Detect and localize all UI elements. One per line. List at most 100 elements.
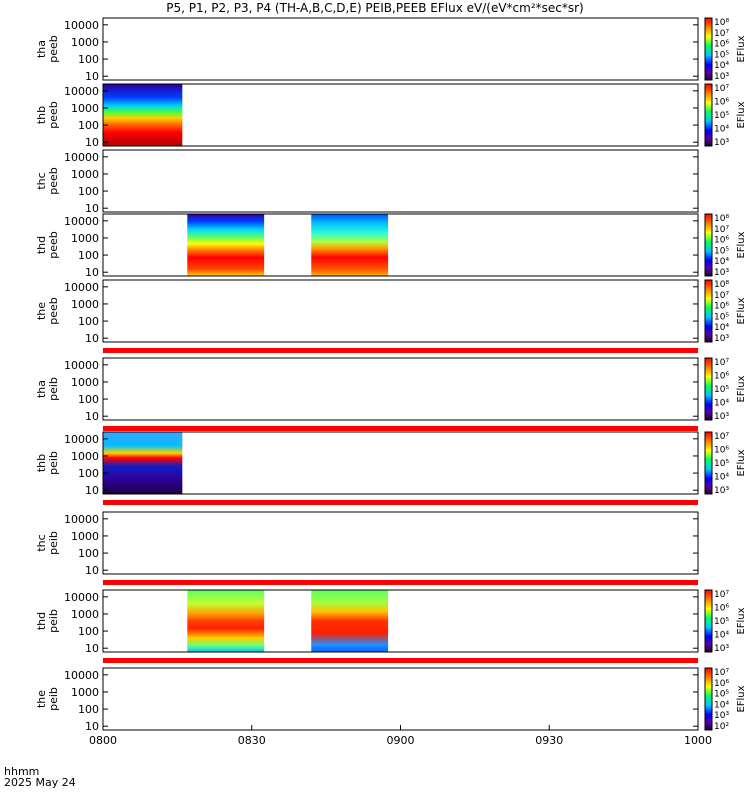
panel-label: thcpeib bbox=[35, 531, 60, 555]
colorbar-tick-label: 10⁵ bbox=[714, 111, 729, 121]
colorbar bbox=[704, 213, 713, 277]
y-tick-label: 1000 bbox=[71, 376, 99, 389]
y-tick-label: 100 bbox=[78, 547, 99, 560]
panel-label: thepeeb bbox=[35, 297, 60, 325]
colorbar-tick-label: 10⁵ bbox=[714, 459, 729, 469]
y-tick-label: 10 bbox=[85, 70, 99, 83]
colorbar-tick-label: 10⁶ bbox=[714, 302, 729, 312]
colorbar-tick-label: 10⁶ bbox=[714, 679, 729, 689]
colorbar-tick-label: 10³ bbox=[714, 644, 729, 654]
spectrogram-block bbox=[311, 590, 389, 652]
colorbar-label: EFlux bbox=[736, 297, 747, 324]
panel-frame bbox=[102, 83, 699, 147]
flag-bar bbox=[103, 658, 698, 663]
colorbar-tick-label: 10⁵ bbox=[714, 246, 729, 256]
flag-bar bbox=[103, 500, 698, 505]
colorbar-tick-label: 10³ bbox=[714, 711, 729, 721]
x-tick-label: 0930 bbox=[535, 734, 563, 747]
y-tick-label: 10000 bbox=[64, 151, 99, 164]
panel-frame bbox=[102, 431, 699, 495]
panel-label: thepeib bbox=[35, 687, 60, 711]
colorbar-tick-label: 10⁷ bbox=[714, 358, 729, 368]
colorbar bbox=[704, 431, 713, 495]
y-tick-label: 1000 bbox=[71, 530, 99, 543]
panel-frame bbox=[102, 213, 699, 277]
y-tick-label: 100 bbox=[78, 315, 99, 328]
colorbar-tick-label: 10⁵ bbox=[714, 690, 729, 700]
colorbar-tick-label: 10⁷ bbox=[714, 29, 729, 39]
colorbar bbox=[704, 357, 713, 421]
panel-label: thapeib bbox=[35, 377, 60, 401]
y-tick-label: 1000 bbox=[71, 608, 99, 621]
flag-bar bbox=[103, 426, 698, 431]
colorbar bbox=[704, 667, 713, 731]
colorbar bbox=[704, 279, 713, 343]
colorbar-tick-label: 10³ bbox=[714, 72, 729, 82]
y-tick-label: 10000 bbox=[64, 513, 99, 526]
colorbar bbox=[704, 17, 713, 81]
y-tick-label: 10 bbox=[85, 642, 99, 655]
chart-title: P5, P1, P2, P3, P4 (TH-A,B,C,D,E) PEIB,P… bbox=[166, 1, 584, 15]
panel-frame bbox=[102, 357, 699, 421]
colorbar-tick-label: 10⁶ bbox=[714, 372, 729, 382]
colorbar-tick-label: 10⁵ bbox=[714, 312, 729, 322]
colorbar-tick-label: 10³ bbox=[714, 486, 729, 496]
colorbar-label: EFlux bbox=[736, 449, 747, 476]
flag-bar bbox=[103, 348, 698, 353]
colorbar-label: EFlux bbox=[736, 375, 747, 402]
colorbar bbox=[704, 589, 713, 653]
y-tick-label: 10 bbox=[85, 266, 99, 279]
y-tick-label: 1000 bbox=[71, 102, 99, 115]
panel-label: thbpeeb bbox=[35, 101, 60, 129]
spectrogram-block bbox=[187, 214, 265, 276]
panel-label: thdpeib bbox=[35, 609, 60, 633]
colorbar-tick-label: 10⁴ bbox=[714, 323, 729, 333]
y-tick-label: 100 bbox=[78, 249, 99, 262]
y-tick-label: 1000 bbox=[71, 450, 99, 463]
colorbar-tick-label: 10⁴ bbox=[714, 61, 729, 71]
colorbar-tick-label: 10⁴ bbox=[714, 631, 729, 641]
y-tick-label: 100 bbox=[78, 53, 99, 66]
colorbar-tick-label: 10⁷ bbox=[714, 84, 729, 94]
colorbar-tick-label: 10⁶ bbox=[714, 236, 729, 246]
spectrogram-block bbox=[311, 214, 389, 276]
colorbar-tick-label: 10⁶ bbox=[714, 446, 729, 456]
x-tick-label: 1000 bbox=[684, 734, 712, 747]
x-tick-label: 0900 bbox=[387, 734, 415, 747]
y-tick-label: 1000 bbox=[71, 686, 99, 699]
spectrogram-block bbox=[103, 432, 183, 494]
colorbar-tick-label: 10² bbox=[714, 722, 729, 732]
colorbar-tick-label: 10⁶ bbox=[714, 98, 729, 108]
y-tick-label: 10 bbox=[85, 136, 99, 149]
y-tick-label: 10 bbox=[85, 484, 99, 497]
y-tick-label: 10 bbox=[85, 410, 99, 423]
colorbar-tick-label: 10⁶ bbox=[714, 604, 729, 614]
y-tick-label: 10000 bbox=[64, 433, 99, 446]
y-tick-label: 10 bbox=[85, 720, 99, 733]
colorbar-tick-label: 10⁵ bbox=[714, 385, 729, 395]
y-tick-label: 100 bbox=[78, 703, 99, 716]
colorbar-tick-label: 10³ bbox=[714, 334, 729, 344]
panel-frame bbox=[102, 149, 699, 213]
y-tick-label: 10 bbox=[85, 332, 99, 345]
colorbar-label: EFlux bbox=[736, 35, 747, 62]
colorbar-label: EFlux bbox=[736, 231, 747, 258]
panel-label: thapeeb bbox=[35, 35, 60, 63]
colorbar-tick-label: 10⁷ bbox=[714, 291, 729, 301]
y-tick-label: 1000 bbox=[71, 36, 99, 49]
y-tick-label: 10 bbox=[85, 564, 99, 577]
panel-label: thdpeeb bbox=[35, 231, 60, 259]
y-tick-label: 10000 bbox=[64, 19, 99, 32]
colorbar-label: EFlux bbox=[736, 685, 747, 712]
colorbar-tick-label: 10⁷ bbox=[714, 668, 729, 678]
colorbar-tick-label: 10⁴ bbox=[714, 473, 729, 483]
x-axis: 0800 0830 0900 0930 1000 bbox=[89, 725, 712, 747]
y-tick-label: 100 bbox=[78, 625, 99, 638]
y-tick-label: 1000 bbox=[71, 168, 99, 181]
flag-bar bbox=[103, 580, 698, 585]
y-tick-label: 1000 bbox=[71, 298, 99, 311]
colorbar-label: EFlux bbox=[736, 607, 747, 634]
colorbar-tick-label: 10⁵ bbox=[714, 617, 729, 627]
panel-label: thcpeeb bbox=[35, 167, 60, 195]
panel-frame bbox=[102, 589, 699, 653]
